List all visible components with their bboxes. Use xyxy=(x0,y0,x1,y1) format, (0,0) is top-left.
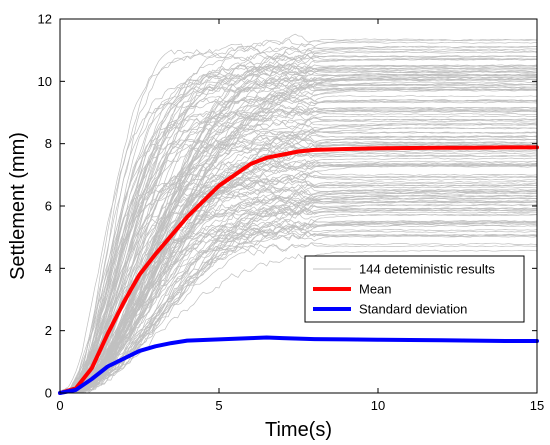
deterministic-result-line xyxy=(60,116,538,394)
deterministic-result-line xyxy=(60,123,538,394)
deterministic-result-line xyxy=(60,109,538,394)
deterministic-result-line xyxy=(60,157,538,394)
standard-deviation-line xyxy=(58,335,539,395)
deterministic-result-line xyxy=(60,62,538,394)
deterministic-result-line xyxy=(60,194,538,394)
deterministic-result-line xyxy=(60,172,538,394)
series-lines xyxy=(58,145,539,395)
y-axis-label: Settlement (mm) xyxy=(7,132,29,280)
deterministic-result-line xyxy=(60,150,538,394)
deterministic-result-line xyxy=(60,159,538,394)
deterministic-result-line xyxy=(60,242,538,394)
deterministic-results-lines xyxy=(59,33,538,394)
deterministic-result-line xyxy=(60,150,538,394)
tick-labels: 0 5 10 15 0 2 4 6 8 10 12 xyxy=(38,12,545,414)
deterministic-result-line xyxy=(60,46,538,394)
y-tick-label: 6 xyxy=(45,199,52,214)
deterministic-result-line xyxy=(60,76,537,394)
deterministic-result-line xyxy=(59,96,538,394)
y-tick-label: 2 xyxy=(45,323,52,338)
deterministic-result-line xyxy=(60,121,538,394)
mean-line xyxy=(58,145,539,395)
deterministic-result-line xyxy=(60,132,538,394)
y-tick-label: 10 xyxy=(38,74,52,89)
deterministic-result-line xyxy=(60,92,538,394)
deterministic-result-line xyxy=(60,195,538,394)
deterministic-result-line xyxy=(60,198,538,394)
deterministic-result-line xyxy=(59,61,538,394)
deterministic-result-line xyxy=(60,159,538,394)
y-tick-label: 0 xyxy=(45,386,52,401)
deterministic-result-line xyxy=(60,222,538,394)
deterministic-result-line xyxy=(60,105,538,394)
deterministic-result-line xyxy=(60,76,537,394)
deterministic-result-line xyxy=(60,178,538,394)
deterministic-result-line xyxy=(60,187,538,394)
deterministic-result-line xyxy=(60,85,538,394)
deterministic-result-line xyxy=(60,179,538,394)
deterministic-result-line xyxy=(60,137,538,394)
y-tick-label: 4 xyxy=(45,261,52,276)
x-tick-label: 0 xyxy=(56,398,63,413)
legend-label: 144 deteministic results xyxy=(359,262,495,277)
deterministic-result-line xyxy=(60,196,538,394)
deterministic-result-line xyxy=(60,177,538,394)
deterministic-result-line xyxy=(60,108,537,394)
deterministic-result-line xyxy=(60,162,538,394)
deterministic-result-line xyxy=(60,220,538,394)
deterministic-result-line xyxy=(60,213,538,394)
x-tick-label: 10 xyxy=(371,398,385,413)
x-tick-label: 15 xyxy=(530,398,544,413)
deterministic-result-line xyxy=(60,222,538,394)
deterministic-result-line xyxy=(60,226,538,394)
deterministic-result-line xyxy=(60,171,538,394)
deterministic-result-line xyxy=(60,98,538,394)
deterministic-result-line xyxy=(60,186,538,394)
x-tick-label: 5 xyxy=(215,398,222,413)
deterministic-result-line xyxy=(60,207,537,394)
deterministic-result-line xyxy=(60,38,538,394)
legend-label: Mean xyxy=(359,282,392,297)
deterministic-result-line xyxy=(60,116,538,394)
legend: 144 deteministic results Mean Standard dev… xyxy=(304,255,525,323)
deterministic-result-line xyxy=(60,43,538,394)
deterministic-result-line xyxy=(60,117,538,394)
deterministic-result-line xyxy=(60,83,538,394)
legend-label: Standard deviation xyxy=(359,302,467,317)
deterministic-result-line xyxy=(60,206,538,394)
deterministic-result-line xyxy=(60,79,538,394)
y-tick-label: 8 xyxy=(45,136,52,151)
deterministic-result-line xyxy=(60,51,538,394)
axis-ticks xyxy=(59,18,538,394)
deterministic-result-line xyxy=(60,39,538,394)
x-axis-label: Time(s) xyxy=(265,419,332,441)
y-tick-label: 12 xyxy=(38,12,52,27)
deterministic-result-line xyxy=(60,135,538,394)
deterministic-result-line xyxy=(60,249,538,394)
